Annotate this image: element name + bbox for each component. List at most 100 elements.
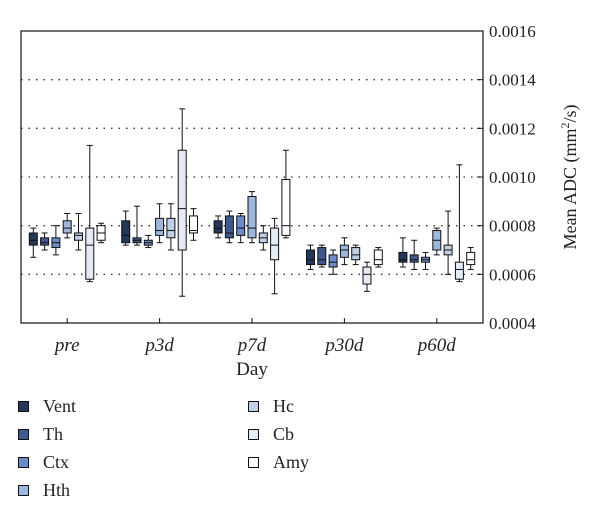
legend-label: Th — [43, 424, 63, 444]
box-iqr — [281, 178, 291, 236]
legend-label: Amy — [273, 452, 309, 472]
box-iqr — [155, 217, 165, 236]
legend-label: Hth — [43, 480, 70, 500]
box-ctx-p60d — [421, 251, 430, 270]
box-amy-pre — [96, 222, 106, 244]
box-iqr — [317, 247, 327, 266]
box-cb-p30d — [362, 261, 372, 292]
box-iqr — [454, 261, 464, 280]
legend-label: Cb — [273, 424, 295, 444]
box-cb-p7d — [270, 217, 280, 295]
box-iqr — [62, 220, 72, 234]
box-hth-p30d — [339, 237, 349, 266]
box-hc-p3d — [166, 203, 176, 251]
box-cb-p60d — [454, 164, 464, 283]
box-amy-p30d — [373, 247, 383, 268]
x-category-label: pre — [53, 335, 80, 356]
x-axis-categories: pre p3d p7d p30d p60d — [53, 318, 456, 356]
legend-label: Vent — [43, 396, 76, 416]
box-iqr — [40, 237, 50, 246]
box-amy-p60d — [466, 247, 476, 270]
legend-swatch — [248, 401, 259, 412]
box-iqr — [373, 249, 383, 266]
box-th-p7d — [224, 210, 234, 244]
y-tick-label: 0.0012 — [489, 119, 536, 138]
box-iqr — [339, 244, 349, 258]
y-tick-label: 0.0004 — [489, 314, 536, 333]
box-cb-p3d — [177, 108, 187, 297]
box-hth-p60d — [432, 227, 442, 256]
box-plot-chart: 0.0016 0.0014 0.0012 0.0010 0.0008 0.0006 0.00… — [20, 22, 581, 380]
box-amy-p3d — [189, 208, 198, 241]
box-iqr — [351, 247, 361, 261]
legend: Vent Th Ctx Hth Hc Cb Amy — [18, 396, 398, 516]
x-category-label: p30d — [323, 335, 364, 356]
box-hc-pre — [74, 213, 83, 251]
box-iqr — [362, 266, 372, 285]
box-th-p3d — [132, 205, 142, 246]
y-axis-label: Mean ADC (mm2/s) — [558, 104, 581, 249]
y-axis-ticks: 0.0016 0.0014 0.0012 0.0010 0.0008 0.0006 0.00… — [477, 22, 536, 333]
box-amy-p7d — [281, 149, 291, 239]
box-iqr — [74, 232, 83, 241]
box-vent-p60d — [398, 237, 408, 268]
legend-swatch — [18, 485, 29, 496]
box-hth-p7d — [247, 191, 257, 244]
legend-item-hc: Hc — [248, 396, 294, 417]
box-iqr — [213, 220, 223, 234]
box-iqr — [166, 217, 176, 239]
y-tick-label: 0.0008 — [489, 217, 536, 236]
legend-item-ctx: Ctx — [18, 452, 69, 473]
legend-item-cb: Cb — [248, 424, 294, 445]
box-hth-p3d — [155, 203, 165, 244]
box-vent-p7d — [213, 215, 223, 239]
box-iqr — [85, 227, 95, 280]
box-vent-p3d — [121, 210, 131, 246]
y-tick-label: 0.0016 — [489, 22, 536, 41]
box-th-pre — [40, 232, 50, 251]
box-iqr — [306, 249, 315, 266]
box-hc-p30d — [351, 244, 361, 266]
y-tick-label: 0.0006 — [489, 265, 536, 284]
y-tick-label: 0.0014 — [489, 71, 536, 90]
box-hc-p60d — [443, 210, 453, 275]
legend-swatch — [18, 429, 29, 440]
box-iqr — [270, 227, 280, 261]
legend-swatch — [18, 401, 29, 412]
box-iqr — [121, 220, 131, 244]
box-ctx-p3d — [143, 234, 153, 249]
box-vent-p30d — [306, 244, 315, 270]
box-iqr — [28, 232, 38, 246]
box-th-p60d — [409, 239, 419, 270]
box-iqr — [177, 149, 187, 251]
box-ctx-p7d — [236, 213, 246, 244]
box-iqr — [189, 215, 198, 234]
legend-swatch — [248, 457, 259, 468]
box-iqr — [409, 254, 419, 263]
box-iqr — [398, 251, 408, 263]
box-hth-pre — [62, 213, 72, 239]
legend-item-amy: Amy — [248, 452, 309, 473]
x-category-label: p7d — [236, 335, 267, 356]
x-category-label: p60d — [416, 335, 457, 356]
x-axis-label: Day — [236, 359, 268, 380]
box-iqr — [224, 215, 234, 239]
legend-item-th: Th — [18, 424, 63, 445]
legend-item-hth: Hth — [18, 480, 70, 501]
box-cb-pre — [85, 144, 95, 283]
box-vent-pre — [28, 227, 38, 258]
box-iqr — [236, 215, 246, 236]
legend-swatch — [18, 457, 29, 468]
box-iqr — [466, 251, 476, 266]
x-category-label: p3d — [143, 335, 174, 356]
y-tick-label: 0.0010 — [489, 168, 536, 187]
legend-label: Hc — [273, 396, 294, 416]
box-series — [28, 108, 476, 297]
box-ctx-pre — [51, 225, 61, 256]
box-iqr — [247, 195, 257, 239]
legend-swatch — [248, 429, 259, 440]
box-ctx-p30d — [328, 249, 338, 275]
box-hc-p7d — [258, 225, 268, 251]
box-th-p30d — [317, 244, 327, 268]
